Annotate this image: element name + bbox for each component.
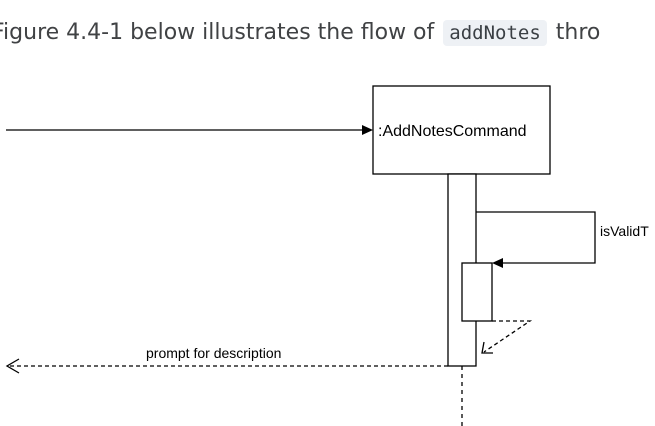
participant-addnotescommand: :AddNotesCommand bbox=[372, 85, 551, 175]
return-message-label: prompt for description bbox=[146, 345, 281, 361]
self-call-label: isValidT bbox=[600, 223, 649, 239]
self-return-arrow bbox=[481, 320, 533, 354]
return-message-arrow bbox=[5, 358, 448, 374]
participant-label: :AddNotesCommand bbox=[378, 123, 527, 140]
caption-text-before: Figure 4.4-1 below illustrates the flow … bbox=[0, 20, 435, 45]
nested-activation-bar bbox=[461, 262, 493, 322]
incoming-call-arrow bbox=[6, 125, 373, 135]
figure-caption: Figure 4.4-1 below illustrates the flow … bbox=[0, 20, 601, 46]
self-call-arrow bbox=[476, 211, 596, 268]
caption-text-after: thro bbox=[555, 20, 601, 45]
inline-code-addnotes: addNotes bbox=[443, 20, 547, 46]
